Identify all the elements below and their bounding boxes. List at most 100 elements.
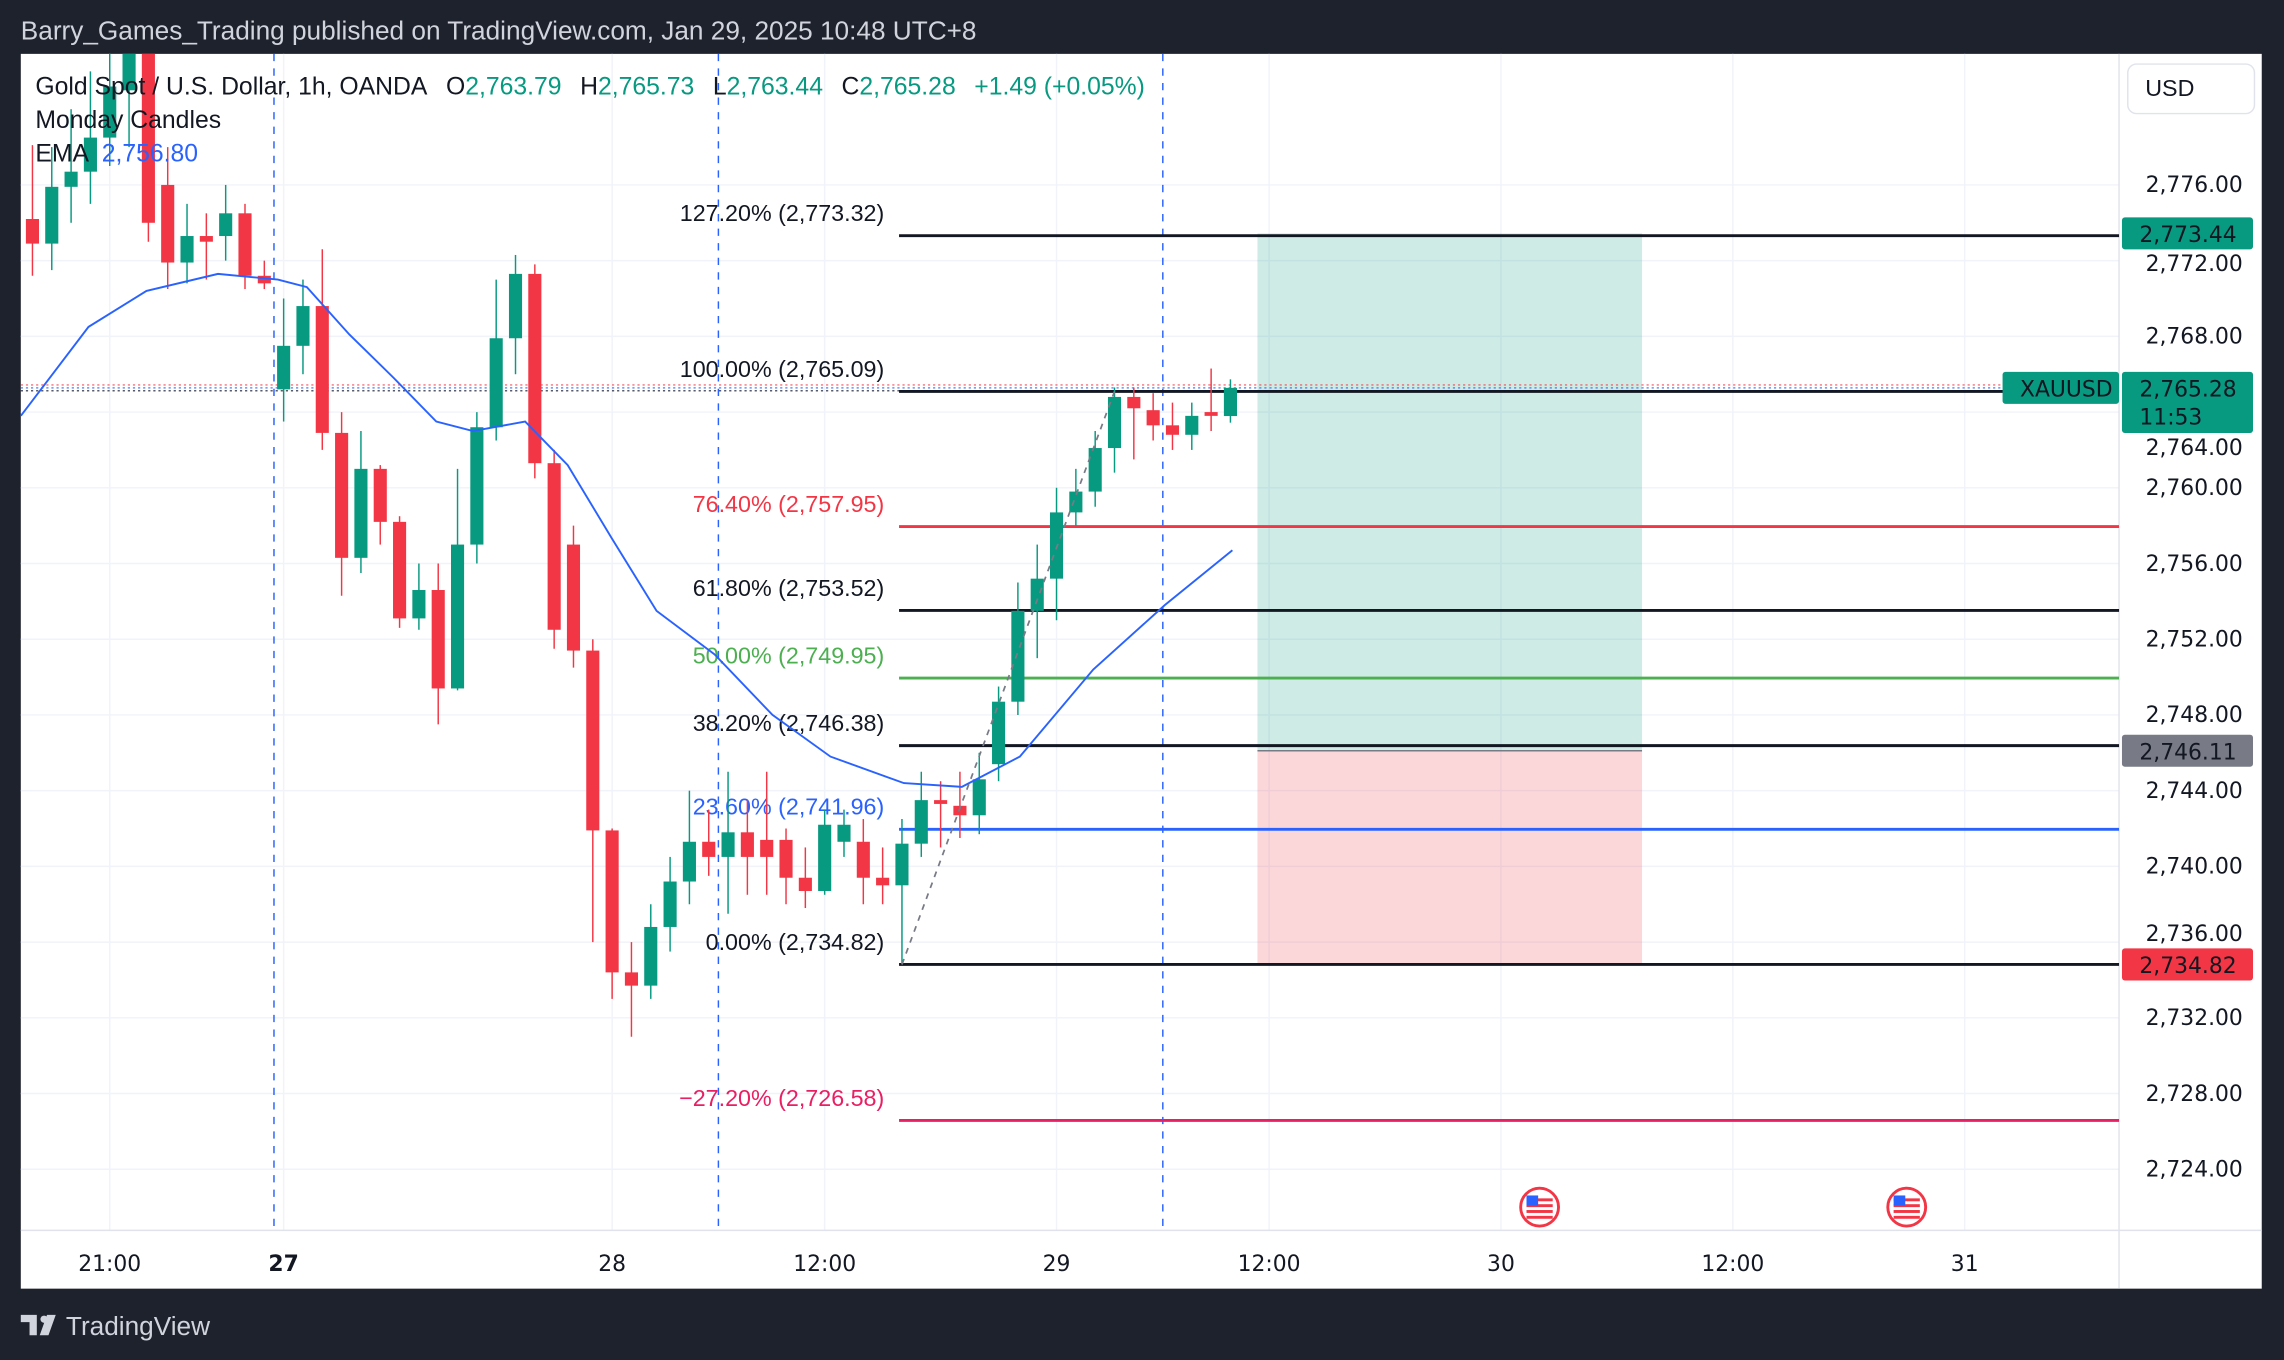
candle-body xyxy=(296,306,310,346)
candle xyxy=(25,145,40,276)
candle-body xyxy=(373,468,387,522)
flag-circle xyxy=(1519,1186,1560,1228)
candle xyxy=(64,109,78,223)
indicator-monday-candles[interactable]: Monday Candles xyxy=(35,107,221,134)
high-label: H xyxy=(580,74,598,101)
candle xyxy=(798,847,812,909)
candle-body xyxy=(508,273,523,339)
candle xyxy=(586,639,600,943)
ema-label: EMA xyxy=(35,141,89,168)
time-tick-label: 31 xyxy=(1951,1252,1979,1277)
price-tick-label: 2,756.00 xyxy=(2146,552,2243,577)
candle-body xyxy=(45,186,59,244)
price-tick-label: 2,724.00 xyxy=(2146,1158,2243,1183)
entry-price-badge-bg xyxy=(2121,734,2254,767)
legend-ohlc-line: Gold Spot / U.S. Dollar, 1h, OANDA O2,76… xyxy=(35,74,1145,101)
candle xyxy=(373,465,387,545)
flag-canton xyxy=(1526,1195,1539,1206)
candle xyxy=(354,431,368,573)
fib-level-label: 23.60% (2,741.96) xyxy=(693,794,885,820)
candle-body xyxy=(315,306,329,433)
price-tick-label: 2,728.00 xyxy=(2146,1082,2243,1107)
last-price-badge-text: 2,765.28 xyxy=(2139,378,2236,403)
flag-canton xyxy=(1893,1195,1906,1206)
legend: Gold Spot / U.S. Dollar, 1h, OANDA O2,76… xyxy=(35,74,1145,168)
indicator-ema[interactable]: EMA 2,756.80 xyxy=(35,141,198,168)
candle xyxy=(412,563,426,630)
candle xyxy=(103,53,117,166)
candle-body xyxy=(103,86,117,138)
time-tick-label: 29 xyxy=(1043,1252,1071,1277)
candle-body xyxy=(934,800,948,804)
candle-body xyxy=(702,841,716,857)
fib-level-label: 50.00% (2,749.95) xyxy=(693,642,885,668)
candle xyxy=(895,819,909,965)
candle xyxy=(605,828,619,999)
target-zone[interactable] xyxy=(1257,233,1643,751)
us-flag-icon[interactable] xyxy=(1886,1186,1928,1228)
candle xyxy=(1011,582,1025,715)
candle-body xyxy=(199,236,213,242)
candle xyxy=(1088,431,1102,507)
candle-body xyxy=(547,463,561,630)
candle xyxy=(1069,468,1083,526)
publish-info: Barry_Games_Trading published on Trading… xyxy=(21,15,977,45)
candle-body xyxy=(798,877,812,891)
us-flag-icon[interactable] xyxy=(1519,1186,1560,1228)
candle-body xyxy=(161,184,175,263)
candle xyxy=(393,516,407,628)
candle xyxy=(528,264,542,479)
candle xyxy=(489,279,503,441)
price-tick-label: 2,752.00 xyxy=(2146,628,2243,653)
low-label: L xyxy=(713,74,727,101)
candle xyxy=(992,686,1006,782)
target-price-badge-text: 2,773.44 xyxy=(2139,223,2236,248)
candle xyxy=(1107,387,1122,473)
close-value: 2,765.28 xyxy=(859,74,955,101)
candle xyxy=(277,298,291,422)
tradingview-logo[interactable]: TradingView xyxy=(20,1311,210,1341)
time-axis[interactable]: 21:00 27 28 12:00 29 12:00 30 12:00 31 xyxy=(78,1252,1978,1277)
price-tick-label: 2,776.00 xyxy=(2146,173,2243,198)
candle xyxy=(1165,402,1180,450)
candle xyxy=(856,819,870,905)
candle-body xyxy=(1223,387,1237,417)
candle xyxy=(702,809,716,876)
last-price-badge-bg xyxy=(2121,371,2254,433)
candle-body xyxy=(779,839,793,878)
trend-line[interactable] xyxy=(901,391,1116,965)
candle xyxy=(566,525,581,668)
currency-button[interactable]: USD xyxy=(2127,63,2256,115)
fib-level-label: 127.20% (2,773.32) xyxy=(680,200,885,226)
candle-body xyxy=(1127,396,1141,409)
candle xyxy=(161,147,175,290)
price-axis[interactable]: 2,724.00 2,728.00 2,732.00 2,736.00 2,740.00… xyxy=(2146,173,2243,1182)
long-position-tool[interactable] xyxy=(1257,233,1643,965)
chart-panel[interactable] xyxy=(20,53,2262,1289)
fib-level-label: −27.20% (2,726.58) xyxy=(679,1085,884,1111)
candle-body xyxy=(180,236,194,263)
fib-retracement[interactable]: 127.20% (2,773.32) 100.00% (2,765.09) 76.4… xyxy=(679,200,2120,1122)
time-tick-label: 12:00 xyxy=(793,1252,856,1277)
stop-zone[interactable] xyxy=(1257,750,1643,965)
candle-body xyxy=(219,213,233,237)
candle xyxy=(663,856,677,952)
candle-body xyxy=(431,590,445,689)
candle xyxy=(721,771,735,914)
last-price-lines xyxy=(20,384,2003,392)
candle-body xyxy=(644,926,658,986)
fib-level-label: 0.00% (2,734.82) xyxy=(706,929,885,955)
candle-body xyxy=(663,881,677,927)
candle-body xyxy=(895,843,909,886)
candle-body xyxy=(1069,491,1083,513)
symbol-tag-badge: XAUUSD xyxy=(2002,371,2120,404)
event-markers[interactable] xyxy=(1519,1186,1928,1228)
candle xyxy=(644,904,658,999)
candle xyxy=(914,771,928,857)
candle-body xyxy=(1088,448,1102,492)
flag-stripe xyxy=(1893,1204,1920,1208)
candle xyxy=(876,847,890,905)
last-price-badge-text: 11:53 xyxy=(2139,405,2202,430)
symbol-tag-badge-text: XAUUSD xyxy=(2020,378,2113,403)
